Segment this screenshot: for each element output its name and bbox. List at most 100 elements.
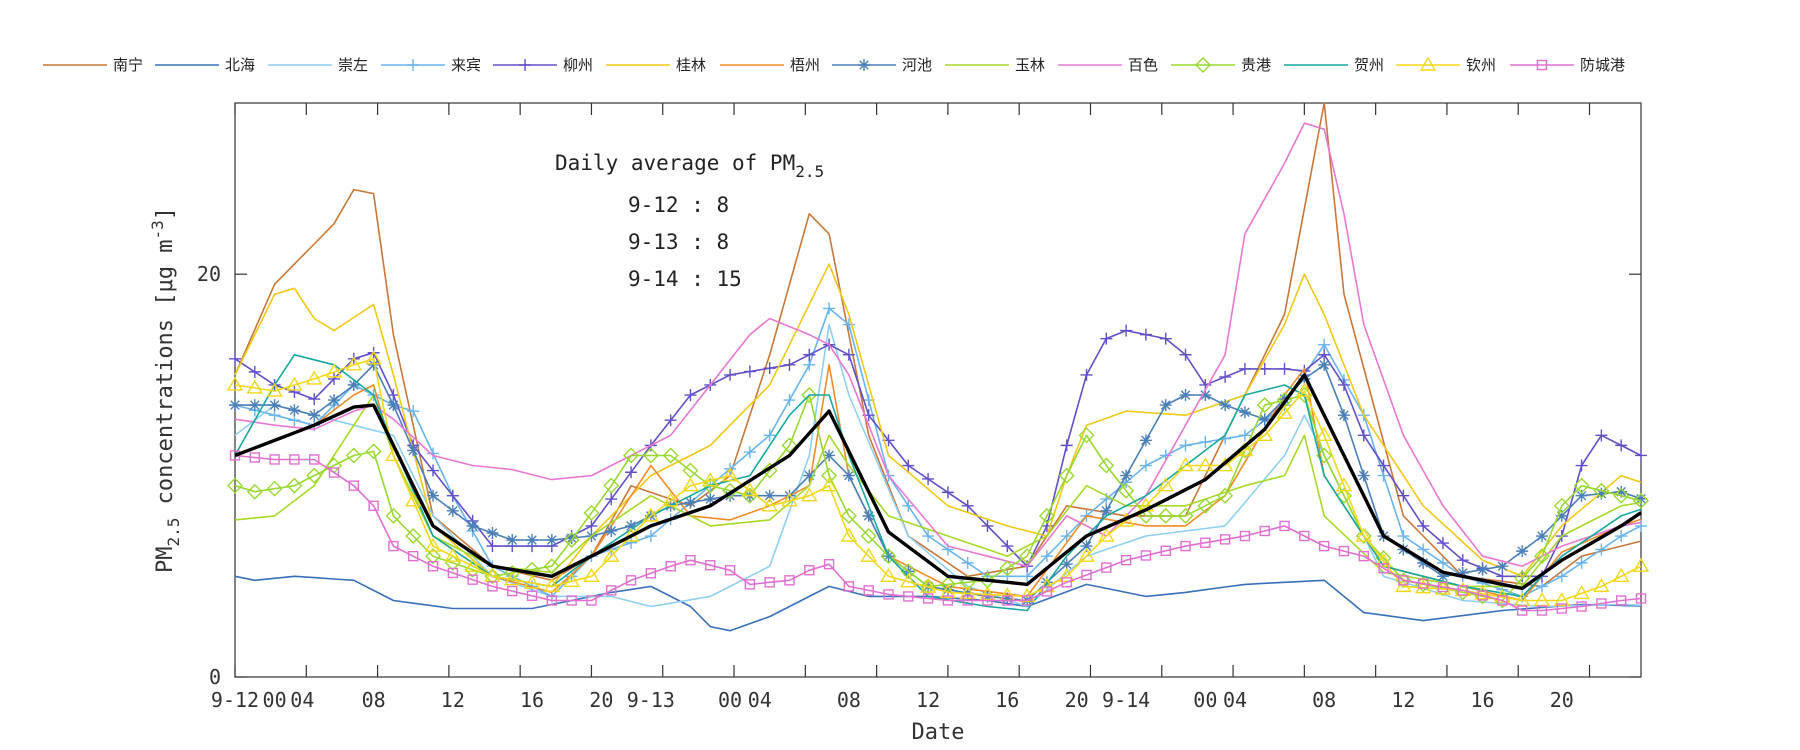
series-marker (367, 358, 380, 371)
series-marker (1357, 469, 1370, 482)
series-marker (1160, 545, 1171, 556)
legend-item-贵港: 贵港 (1171, 56, 1271, 74)
legend-label: 北海 (225, 56, 255, 74)
series-marker (1200, 537, 1211, 548)
series-marker (345, 356, 363, 371)
legend-label: 贵港 (1241, 56, 1271, 74)
series-marker (1497, 595, 1508, 606)
series-marker (1436, 570, 1449, 583)
series-marker (702, 472, 719, 487)
series-marker (347, 378, 360, 391)
annotation-title-main: Daily average of PM (555, 151, 795, 175)
series-marker (644, 530, 657, 543)
series-marker (1139, 459, 1152, 472)
series-marker (308, 393, 321, 406)
series-marker (603, 547, 620, 562)
series-marker (464, 557, 481, 572)
series-marker (939, 584, 957, 599)
series-marker (803, 469, 816, 482)
series-marker (685, 554, 696, 566)
series-line (234, 575, 1642, 632)
series-marker (645, 568, 657, 579)
series-marker (842, 348, 855, 361)
series-桂林 (234, 263, 1642, 588)
series-marker (1238, 429, 1251, 442)
series-marker (724, 368, 737, 381)
series-marker (902, 459, 915, 472)
series-marker (1377, 459, 1390, 472)
series-百色 (234, 122, 1642, 567)
series-marker (763, 362, 776, 375)
series-marker (1021, 570, 1034, 583)
series-marker (761, 462, 778, 479)
series-marker (605, 524, 618, 537)
series-marker (1536, 605, 1548, 616)
series-marker (784, 575, 795, 586)
series-marker (860, 547, 877, 562)
series-marker (248, 399, 261, 412)
series-marker (268, 399, 281, 412)
series-marker (365, 350, 382, 365)
legend-item-防城港: 防城港 (1510, 56, 1625, 74)
series-marker (961, 556, 974, 569)
x-tick-label: 04 (290, 688, 314, 712)
series-marker (507, 585, 518, 597)
series-marker (880, 567, 897, 582)
series-marker (1098, 527, 1115, 542)
legend-item-桂林: 桂林 (606, 56, 706, 74)
series-marker (1120, 324, 1133, 337)
series-marker (1414, 579, 1432, 594)
series-marker (724, 489, 737, 502)
series-marker (1001, 570, 1014, 583)
legend-marker (1195, 57, 1211, 73)
legend-label: 防城港 (1580, 56, 1625, 74)
series-marker (1259, 525, 1270, 537)
legend-item-南宁: 南宁 (43, 56, 143, 74)
series-marker (565, 570, 578, 583)
series-贺州 (234, 354, 1642, 612)
series-marker (1516, 605, 1528, 616)
x-tick-label: 04 (748, 688, 772, 712)
series-marker (249, 452, 261, 463)
series-marker (862, 509, 875, 522)
legend-marker (858, 59, 870, 71)
series-marker (1315, 426, 1333, 442)
series-marker (843, 581, 855, 592)
x-tick-label: 9-12 (211, 688, 259, 712)
series-marker (1615, 439, 1628, 452)
legend-label: 河池 (902, 56, 932, 74)
series-marker (328, 467, 340, 478)
series-marker (543, 577, 561, 593)
x-tick-label: 16 (1471, 688, 1495, 712)
series-marker (801, 487, 818, 502)
series-marker (682, 477, 699, 492)
series-marker (900, 573, 917, 588)
legend-marker (1536, 59, 1548, 71)
series-marker (325, 363, 343, 378)
series-marker (959, 585, 976, 600)
annotation-line-1: 9-12 : 8 (628, 193, 729, 217)
series-marker (1180, 540, 1191, 552)
series-marker (266, 480, 283, 497)
x-tick-label: 12 (916, 688, 940, 712)
x-tick-label: 04 (1223, 688, 1247, 712)
series-marker (1296, 382, 1313, 397)
series-北海 (234, 575, 1642, 632)
x-tick-label: 9-14 (1102, 688, 1150, 712)
series-marker (1398, 575, 1409, 586)
series-marker (248, 365, 261, 378)
series-marker (385, 507, 402, 524)
series-marker (606, 585, 617, 596)
series-marker (1219, 399, 1232, 412)
x-axis-title: Date (912, 720, 965, 745)
y-axis-title-sub: 2.5 (164, 518, 183, 547)
series-marker (1219, 370, 1232, 383)
series-marker (1159, 332, 1172, 345)
series-marker (939, 576, 956, 593)
series-marker (1553, 592, 1571, 607)
series-marker (266, 382, 283, 397)
series-marker (328, 372, 341, 385)
series-marker (1635, 593, 1647, 604)
series-marker (1553, 497, 1570, 514)
